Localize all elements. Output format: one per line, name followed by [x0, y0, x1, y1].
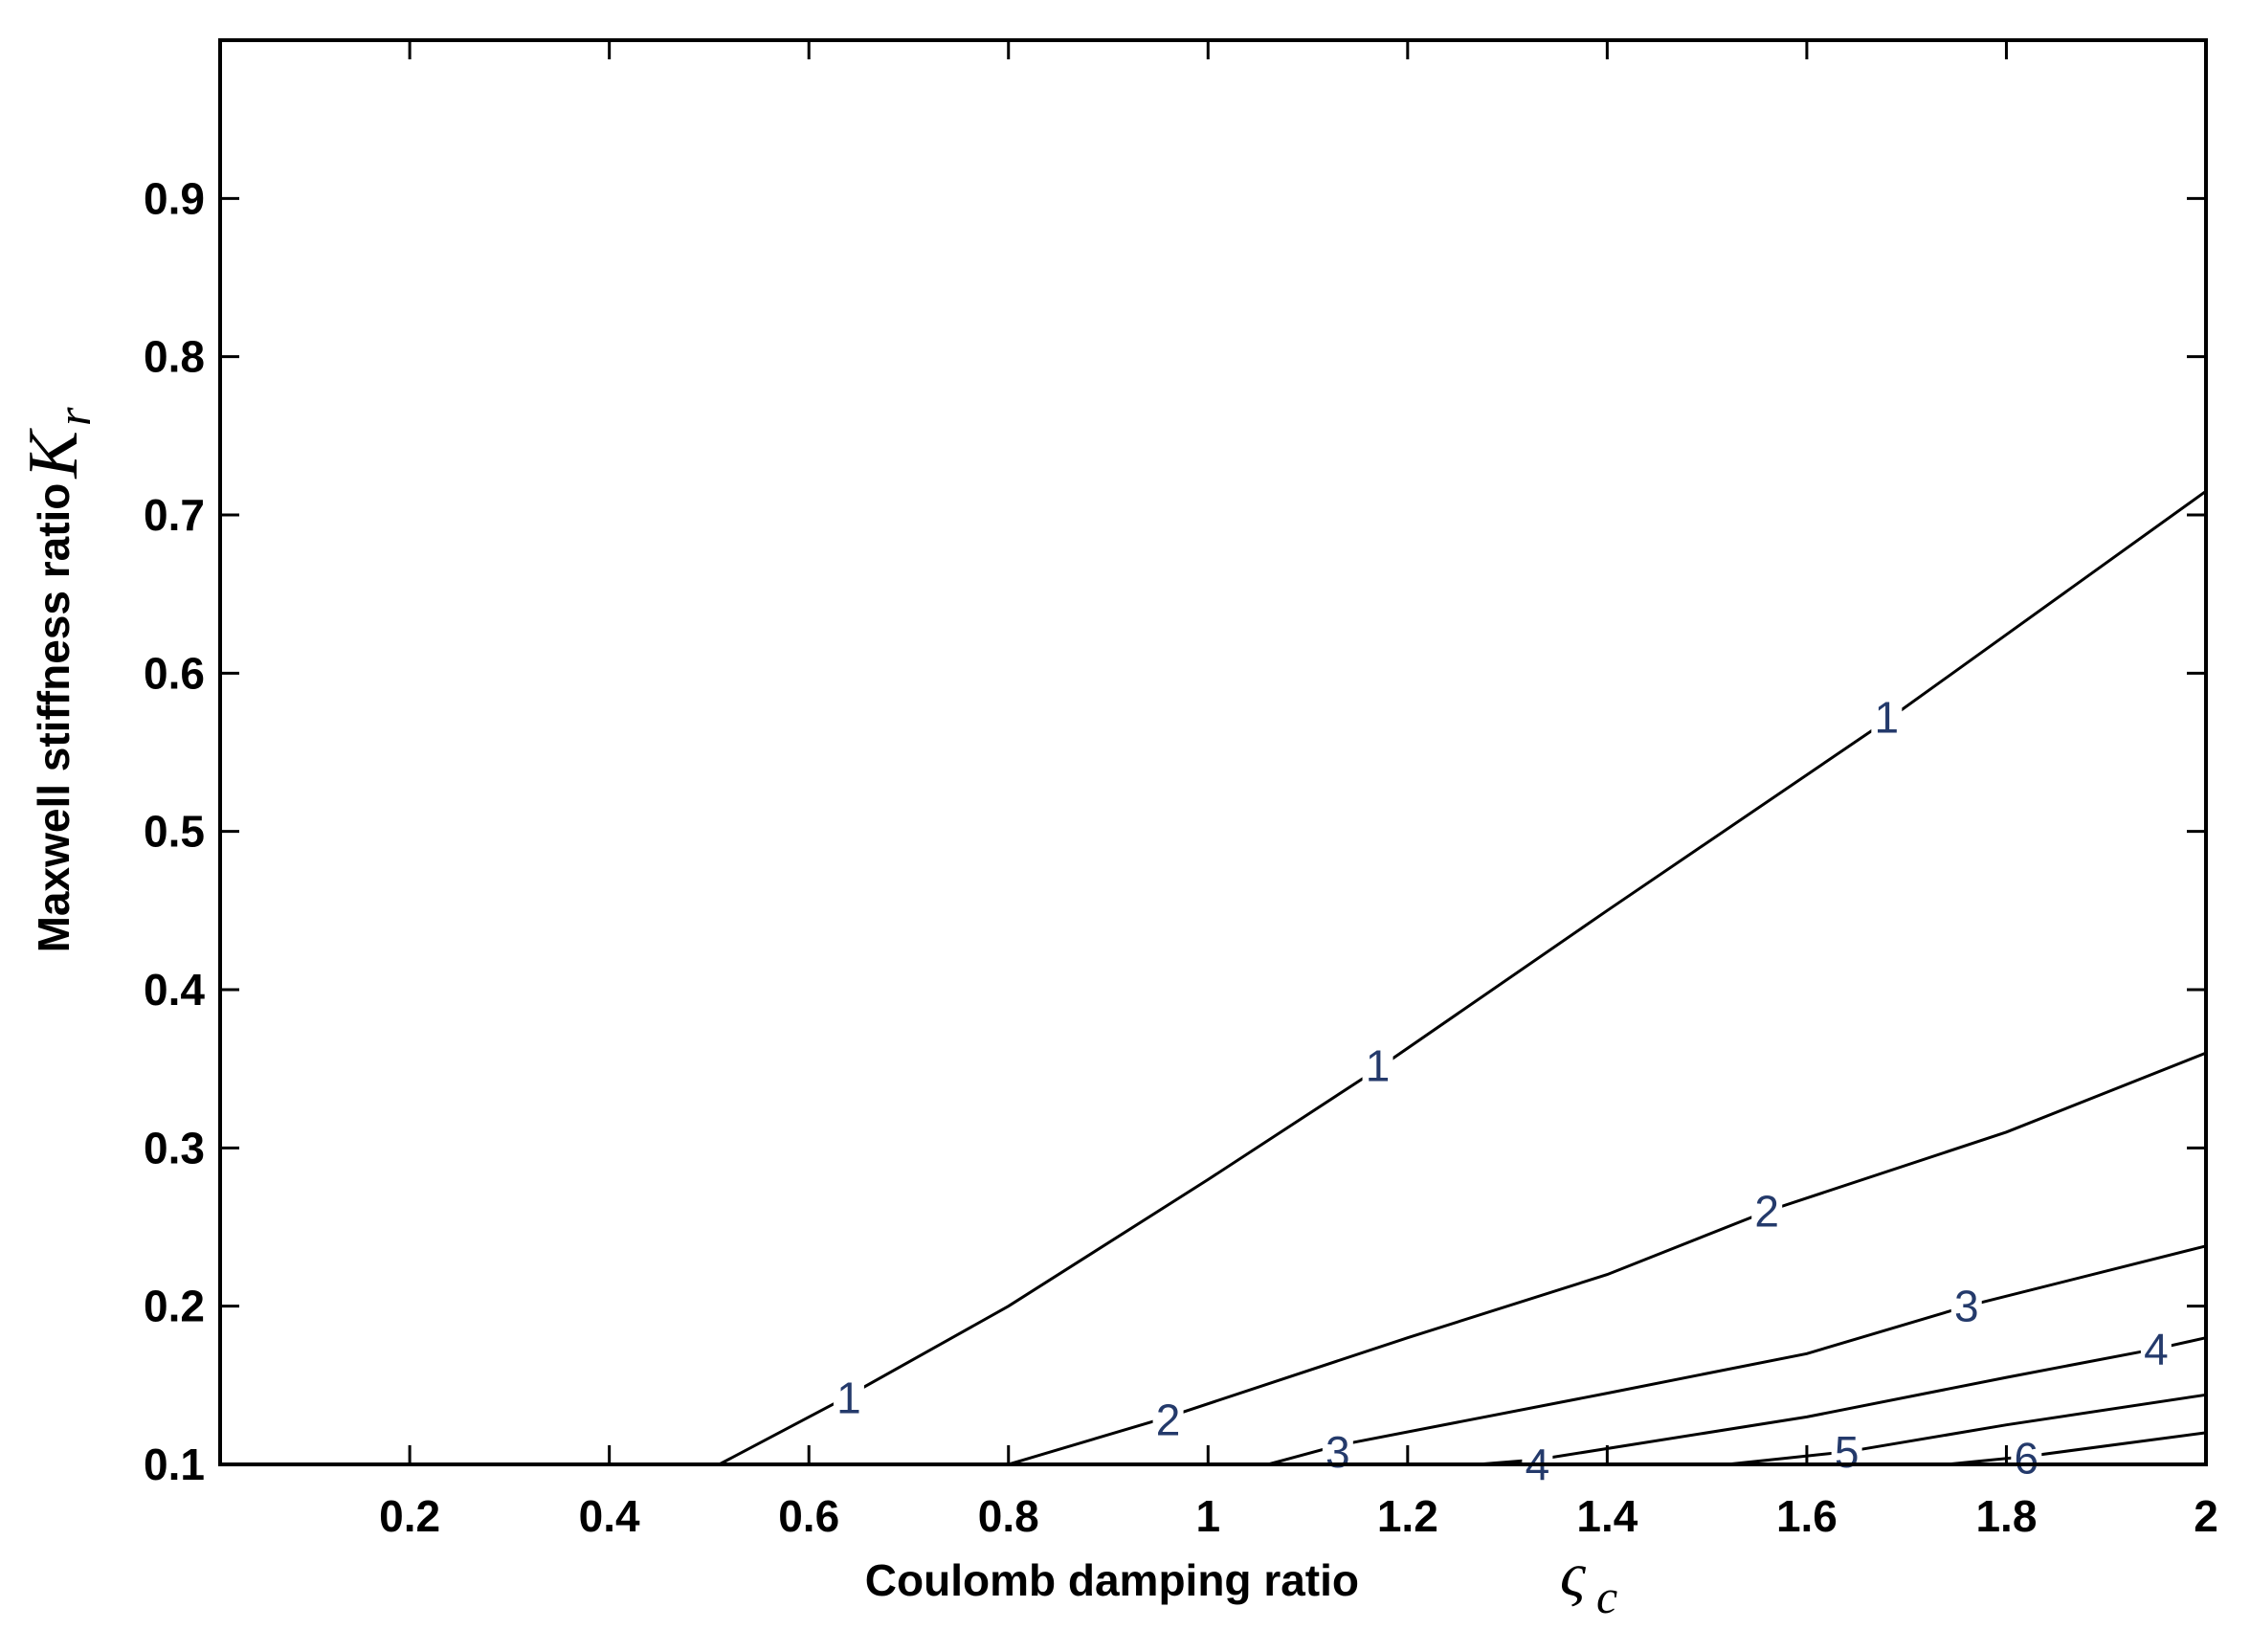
contour-label: 5: [1835, 1427, 1860, 1477]
contour-label-gap: [1871, 694, 1903, 737]
contour-label-gap: [1950, 1283, 1982, 1326]
y-tick-label: 0.6: [144, 648, 205, 698]
contour-label: 4: [2144, 1324, 2169, 1373]
y-tick-label: 0.3: [144, 1123, 205, 1172]
contour-line-1: [718, 489, 2207, 1466]
contour-label: 1: [1366, 1040, 1391, 1090]
y-tick-label: 0.4: [144, 965, 205, 1015]
contour-label-gap: [2011, 1435, 2042, 1478]
plot-frame: [218, 38, 2208, 1466]
y-axis-label: Maxwell stiffness ratio: [29, 483, 78, 953]
contour-label-gap: [1362, 1042, 1393, 1085]
x-tick-label: 0.2: [379, 1491, 440, 1541]
x-tick-label: 1.6: [1776, 1491, 1838, 1541]
x-tick-label: 0.6: [778, 1491, 839, 1541]
contour-label: 6: [2015, 1433, 2039, 1483]
y-axis-label-group: Maxwell stiffness ratio: [29, 483, 78, 953]
contour-label: 2: [1156, 1395, 1181, 1445]
contour-label: 1: [1875, 693, 1900, 743]
x-tick-label: 2: [2194, 1491, 2218, 1541]
y-tick-label: 0.7: [144, 490, 205, 540]
x-tick-label: 0.4: [579, 1491, 640, 1541]
y-tick-label: 0.9: [144, 173, 205, 223]
x-tick-label: 1: [1195, 1491, 1220, 1541]
contour-label: 3: [1325, 1427, 1350, 1477]
y-axis-symbol-group: K r: [14, 407, 100, 480]
tick-labels: 0.2 0.4 0.6 0.8 1 1.2 1.4 1.6 1.8 2 0.1 0.2 0.3 0.4 0.…: [144, 173, 2218, 1541]
contour-label: 2: [1754, 1186, 1779, 1236]
x-tick-label: 1.4: [1576, 1491, 1637, 1541]
contour-line-5: [1726, 1393, 2207, 1466]
x-tick-label: 1.2: [1377, 1491, 1438, 1541]
x-tick-label: 0.8: [978, 1491, 1039, 1541]
y-tick-label: 0.2: [144, 1282, 205, 1331]
contour-label-gap: [1152, 1396, 1184, 1440]
contour-label-gap: [833, 1374, 864, 1418]
x-axis-symbol-subscript: c: [1596, 1570, 1617, 1623]
contour-label: 3: [1954, 1282, 1979, 1331]
y-tick-label: 0.8: [144, 332, 205, 382]
contour-label-gap: [1751, 1188, 1783, 1231]
y-axis-symbol: K: [14, 428, 93, 480]
y-axis-symbol-subscript: r: [47, 407, 100, 426]
y-tick-label: 0.1: [144, 1440, 205, 1489]
contour-label-gap: [2140, 1326, 2172, 1369]
x-axis-label: Coulomb damping ratio: [865, 1555, 1359, 1605]
x-axis-symbol: ς: [1560, 1540, 1587, 1610]
contour-label: 1: [836, 1373, 861, 1423]
y-tick-label: 0.5: [144, 807, 205, 857]
x-tick-label: 1.8: [1975, 1491, 2037, 1541]
